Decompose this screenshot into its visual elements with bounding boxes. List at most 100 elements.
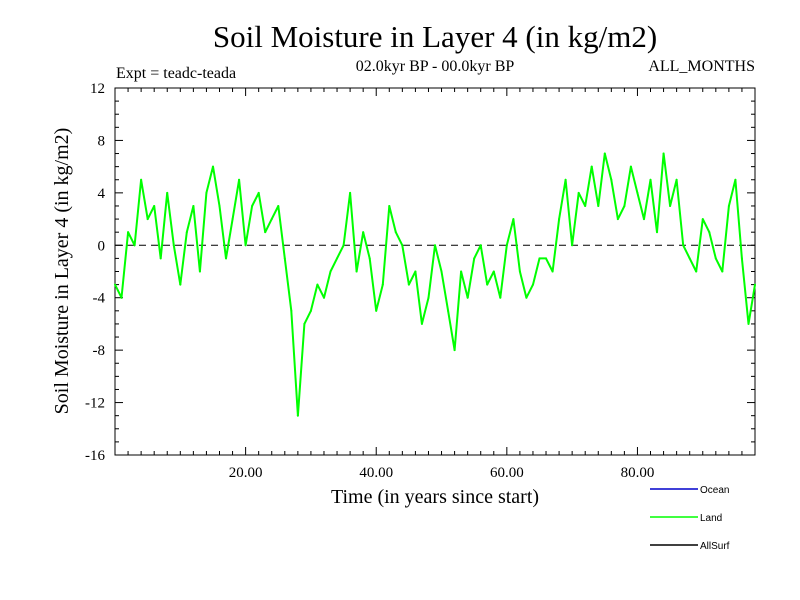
data-point	[525, 296, 528, 299]
data-point	[355, 270, 358, 273]
data-point	[251, 204, 254, 207]
y-axis: -16 -12 -8 -4 0 4 8 12	[85, 81, 755, 464]
data-point	[492, 270, 495, 273]
data-point	[571, 244, 574, 247]
data-point	[505, 244, 508, 247]
data-point	[721, 270, 724, 273]
data-point	[192, 204, 195, 207]
data-point	[610, 178, 613, 181]
x-axis-label: Time (in years since start)	[331, 486, 539, 508]
data-point	[434, 244, 436, 247]
y-tick-label: -4	[93, 291, 106, 307]
data-point	[211, 165, 214, 168]
data-point	[727, 204, 730, 207]
data-point	[447, 309, 450, 312]
data-point	[381, 283, 384, 286]
data-point	[682, 244, 685, 247]
plot-series	[114, 152, 756, 417]
data-point	[277, 204, 280, 207]
data-point	[238, 178, 241, 181]
x-axis: 20.00 40.00 60.00 80.00	[229, 88, 654, 481]
data-point	[623, 204, 626, 207]
data-point	[388, 204, 391, 207]
chart-subtitle-center: 02.0kyr BP - 00.0kyr BP	[356, 58, 515, 75]
data-point	[244, 244, 247, 247]
data-point	[636, 191, 639, 194]
y-tick-label: 4	[98, 186, 106, 202]
y-tick-label: 0	[98, 238, 106, 254]
data-point	[205, 191, 208, 194]
data-point	[140, 178, 143, 181]
data-point	[283, 257, 286, 260]
data-point	[322, 296, 325, 299]
data-point	[642, 218, 645, 221]
y-tick-label: -8	[93, 343, 106, 359]
y-tick-label: -12	[85, 396, 105, 412]
data-point	[669, 204, 672, 207]
data-point	[662, 152, 665, 155]
y-axis-label: Soil Moisture in Layer 4 (in kg/m2)	[51, 128, 73, 415]
data-point	[296, 414, 299, 417]
data-point	[407, 283, 410, 286]
legend: Ocean Land AllSurf	[650, 485, 730, 552]
data-point	[545, 257, 548, 260]
data-point	[290, 309, 293, 312]
minor-ticks	[115, 88, 755, 455]
data-point	[420, 322, 423, 325]
data-point	[590, 165, 593, 168]
data-point	[127, 231, 130, 234]
data-point	[538, 257, 541, 260]
data-point	[159, 257, 162, 260]
data-point	[264, 231, 267, 234]
chart-subtitle-right: ALL_MONTHS	[648, 58, 755, 75]
data-point	[466, 296, 469, 299]
data-point	[558, 218, 561, 221]
data-point	[616, 218, 619, 221]
data-point	[486, 283, 489, 286]
data-point	[427, 296, 430, 299]
data-point	[114, 283, 116, 286]
data-point	[675, 178, 678, 181]
data-point	[342, 244, 345, 247]
data-point	[257, 191, 260, 194]
data-point	[688, 257, 691, 260]
chart-subtitle-left: Expt = teadc-teada	[116, 65, 236, 82]
data-point	[309, 309, 312, 312]
data-point	[531, 283, 534, 286]
data-point	[551, 270, 554, 273]
data-point	[375, 309, 378, 312]
data-point	[584, 204, 587, 207]
data-point	[649, 178, 652, 181]
data-point	[270, 218, 273, 221]
data-point	[603, 152, 606, 155]
data-point	[629, 165, 632, 168]
legend-label-ocean: Ocean	[700, 485, 729, 496]
data-point	[133, 244, 136, 247]
data-point	[499, 296, 502, 299]
data-point	[303, 322, 306, 325]
data-point	[120, 296, 123, 299]
data-point	[754, 283, 756, 286]
data-point	[316, 283, 319, 286]
data-point	[225, 257, 228, 260]
data-point	[460, 270, 463, 273]
data-point	[747, 322, 750, 325]
data-point	[440, 270, 443, 273]
data-point	[656, 231, 659, 234]
data-point	[179, 283, 182, 286]
data-point	[349, 191, 352, 194]
data-point	[368, 257, 371, 260]
data-point	[231, 218, 234, 221]
data-point	[473, 257, 476, 260]
data-point	[362, 231, 365, 234]
data-point	[336, 257, 339, 260]
y-tick-label: 8	[98, 133, 106, 149]
data-point	[185, 231, 188, 234]
data-point	[597, 204, 600, 207]
legend-label-allsurf: AllSurf	[700, 541, 730, 552]
x-tick-label: 60.00	[490, 465, 524, 481]
data-point	[734, 178, 737, 181]
data-point	[708, 231, 711, 234]
data-point	[198, 270, 201, 273]
